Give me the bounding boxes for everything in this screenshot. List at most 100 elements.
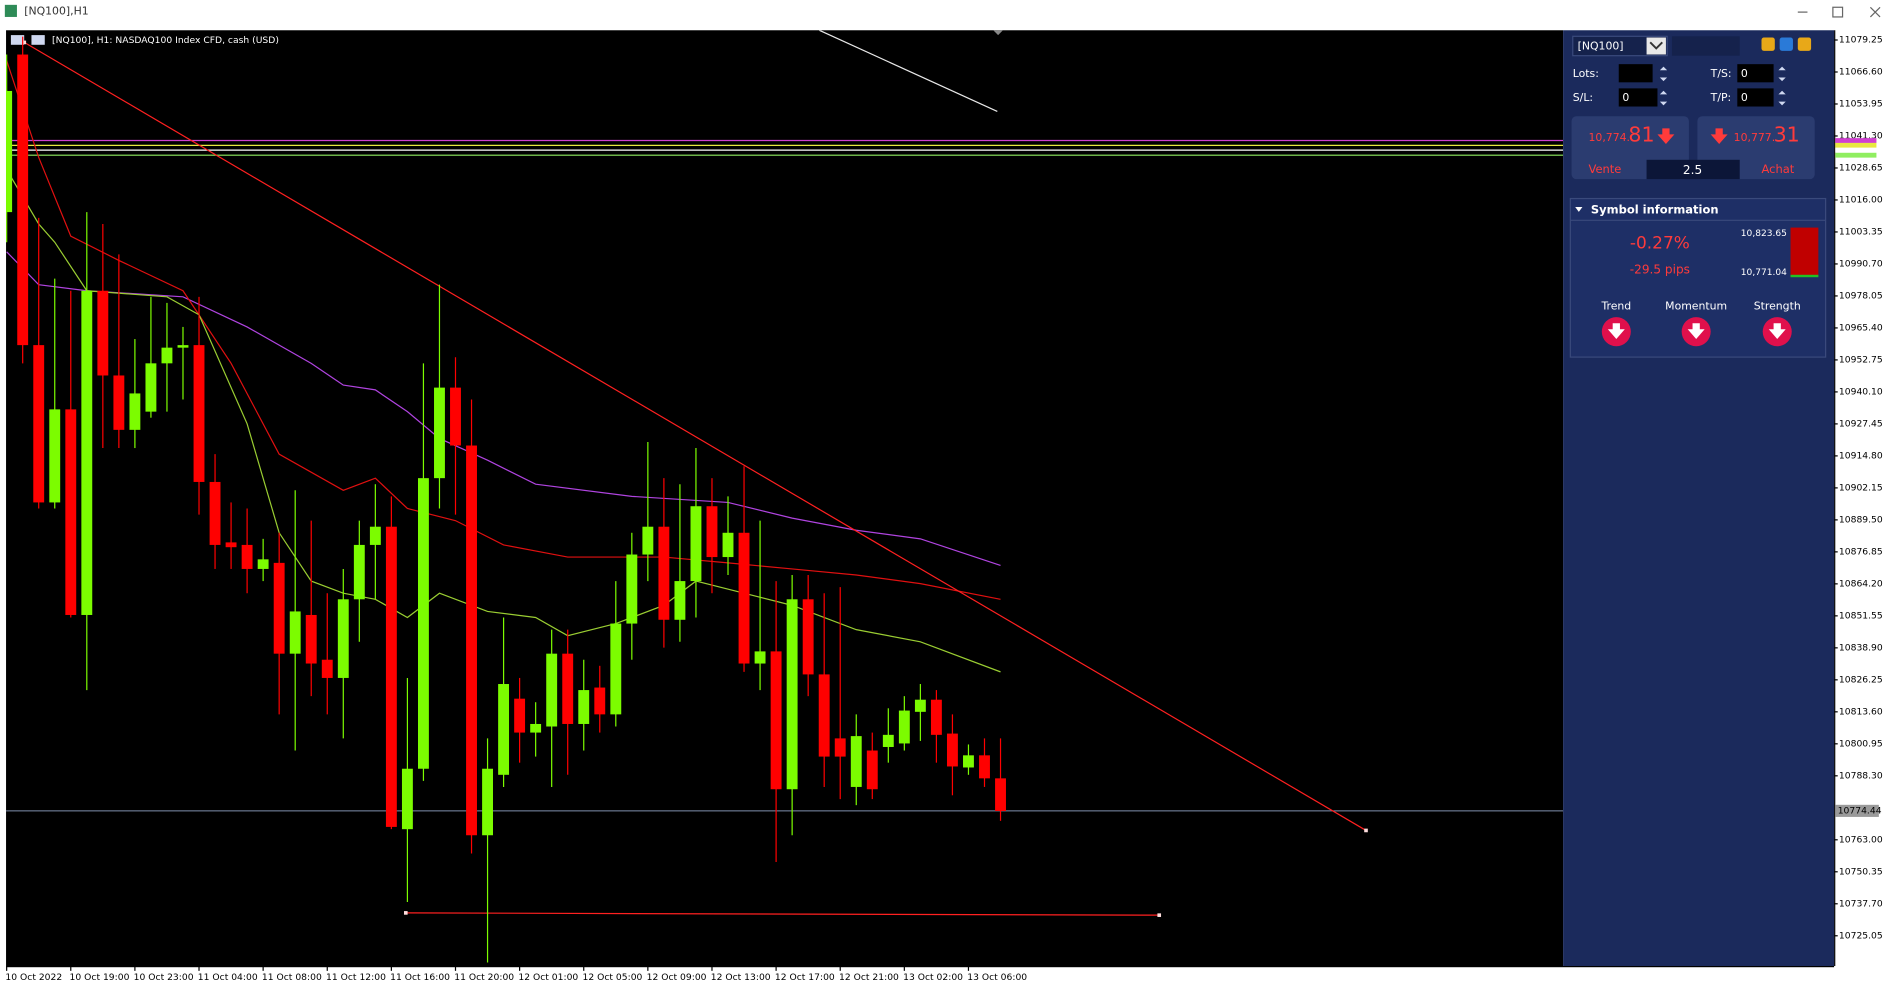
candle-body [850, 736, 862, 787]
candle-body [177, 345, 189, 348]
candle-body [353, 544, 365, 600]
candle-body [626, 554, 638, 624]
collapse-icon[interactable] [1575, 207, 1583, 212]
y-tick-label: 11028.65 [1839, 162, 1883, 173]
y-tick-label: 10864.20 [1839, 578, 1883, 589]
y-tick-label: 10826.25 [1839, 674, 1883, 685]
ts-value: 0 [1741, 67, 1748, 80]
y-tick-label: 10763.00 [1839, 834, 1883, 845]
volume-input[interactable] [1671, 36, 1740, 56]
sl-input[interactable] [1618, 88, 1658, 107]
plot [6, 30, 1564, 963]
y-tick-label: 11053.95 [1839, 98, 1883, 109]
sell-label: Vente [1588, 162, 1621, 176]
settings-icon[interactable] [1779, 37, 1793, 51]
change-percent: -0.27% [1630, 232, 1690, 252]
candle-body [450, 387, 461, 446]
close-button[interactable] [1869, 6, 1881, 18]
y-tick-label: 11016.00 [1839, 194, 1883, 205]
candle-body [385, 526, 397, 827]
spread-box [1646, 159, 1740, 180]
candle-body [930, 699, 942, 735]
x-tick-label: 11 Oct 04:00 [198, 972, 258, 983]
axes: 11079.25 11066.60 11053.95 11041.30 11028.65… [5, 34, 1882, 983]
buy-label: Achat [1762, 162, 1795, 176]
anchor-point [1157, 913, 1162, 917]
candle-body [770, 651, 782, 790]
x-tick-label: 12 Oct 21:00 [839, 972, 899, 983]
tp-input[interactable] [1737, 88, 1774, 107]
candle-body [578, 690, 590, 724]
chart-icon [10, 35, 25, 45]
level-marker [1835, 142, 1877, 148]
candle-body [594, 687, 606, 715]
candle-body [434, 387, 445, 479]
dropdown-button[interactable] [1646, 37, 1666, 55]
y-tick-label: 11003.35 [1839, 226, 1883, 237]
symbol-select[interactable] [1572, 35, 1668, 57]
spread: 2.5 [1683, 163, 1702, 177]
info-title: Symbol information [1591, 203, 1719, 217]
anchor-point [403, 911, 408, 915]
layout-icon[interactable] [1797, 37, 1812, 51]
candle-body [979, 755, 990, 779]
candle-body [546, 653, 558, 727]
candle-body [241, 544, 253, 569]
y-tick-label: 10725.05 [1839, 930, 1883, 941]
candle-body [49, 409, 61, 503]
candle-body [834, 738, 846, 757]
lots-label: Lots: [1573, 67, 1599, 80]
candle-body [401, 768, 413, 830]
indicator-label: Strength [1754, 299, 1801, 312]
candle-body [514, 698, 526, 733]
candle-body [225, 542, 237, 548]
candle-body [145, 363, 157, 412]
x-tick-label: 10 Oct 23:00 [134, 972, 194, 983]
level-marker [1835, 152, 1877, 158]
ts-input[interactable] [1737, 64, 1774, 83]
sell-price-pips: 81 [1628, 123, 1654, 147]
price-axis-line [1834, 30, 1836, 966]
panel-controls: [NQ100] Lots: T/S: 0 S/L: 0 T/P: 0 10,77… [1569, 35, 1827, 358]
candle-body [882, 734, 894, 747]
x-tick-label: 11 Oct 08:00 [262, 972, 322, 983]
y-tick-label: 10851.55 [1839, 610, 1883, 621]
level-marker [1835, 147, 1877, 153]
day-high: 10,823.65 [1741, 229, 1787, 239]
y-tick-label: 10813.60 [1839, 706, 1883, 717]
candle-body [914, 699, 926, 712]
indicator-label: Momentum [1665, 299, 1727, 312]
trade-panel [1563, 30, 1835, 966]
x-tick-label: 12 Oct 05:00 [583, 972, 643, 983]
candle-body [946, 733, 958, 767]
candle-body [722, 532, 734, 558]
day-low: 10,771.04 [1741, 268, 1787, 278]
indicator-label: Trend [1600, 299, 1631, 312]
x-tick-label: 12 Oct 13:00 [711, 972, 771, 983]
x-tick-label: 13 Oct 02:00 [903, 972, 963, 983]
shift-marker [993, 30, 1003, 36]
dropdown-icon [1649, 41, 1663, 50]
candle-body [273, 562, 285, 654]
y-tick-label: 10940.10 [1839, 386, 1883, 397]
chart-icon [31, 35, 45, 45]
y-tick-label: 10978.05 [1839, 290, 1883, 301]
candle-body [257, 559, 269, 569]
lots-input[interactable] [1618, 64, 1653, 83]
candle-body [161, 347, 173, 364]
candle-body [321, 659, 333, 678]
ts-label: T/S: [1710, 67, 1732, 80]
y-tick-label: 11041.30 [1839, 130, 1883, 141]
candle-body [81, 290, 93, 615]
change-pips: -29.5 pips [1630, 262, 1690, 276]
candle-body [498, 684, 510, 775]
copy-icon[interactable] [1761, 37, 1775, 51]
x-tick-label: 12 Oct 17:00 [775, 972, 835, 983]
candle-body [466, 445, 477, 836]
current-price-label: 10774.44 [1838, 805, 1882, 816]
indicator-icons [1601, 317, 1792, 347]
sl-label: S/L: [1573, 91, 1593, 104]
maximize-button[interactable] [1832, 6, 1844, 18]
